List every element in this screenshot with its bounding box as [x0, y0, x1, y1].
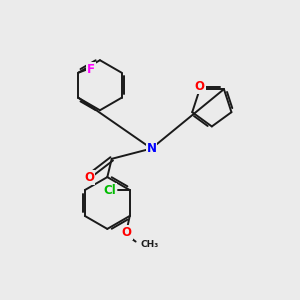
Text: O: O: [122, 226, 132, 239]
Text: F: F: [87, 63, 94, 76]
Text: Cl: Cl: [103, 184, 116, 196]
Text: N: N: [146, 142, 157, 155]
Text: O: O: [84, 171, 94, 184]
Text: CH₃: CH₃: [140, 240, 158, 249]
Text: O: O: [195, 80, 205, 93]
